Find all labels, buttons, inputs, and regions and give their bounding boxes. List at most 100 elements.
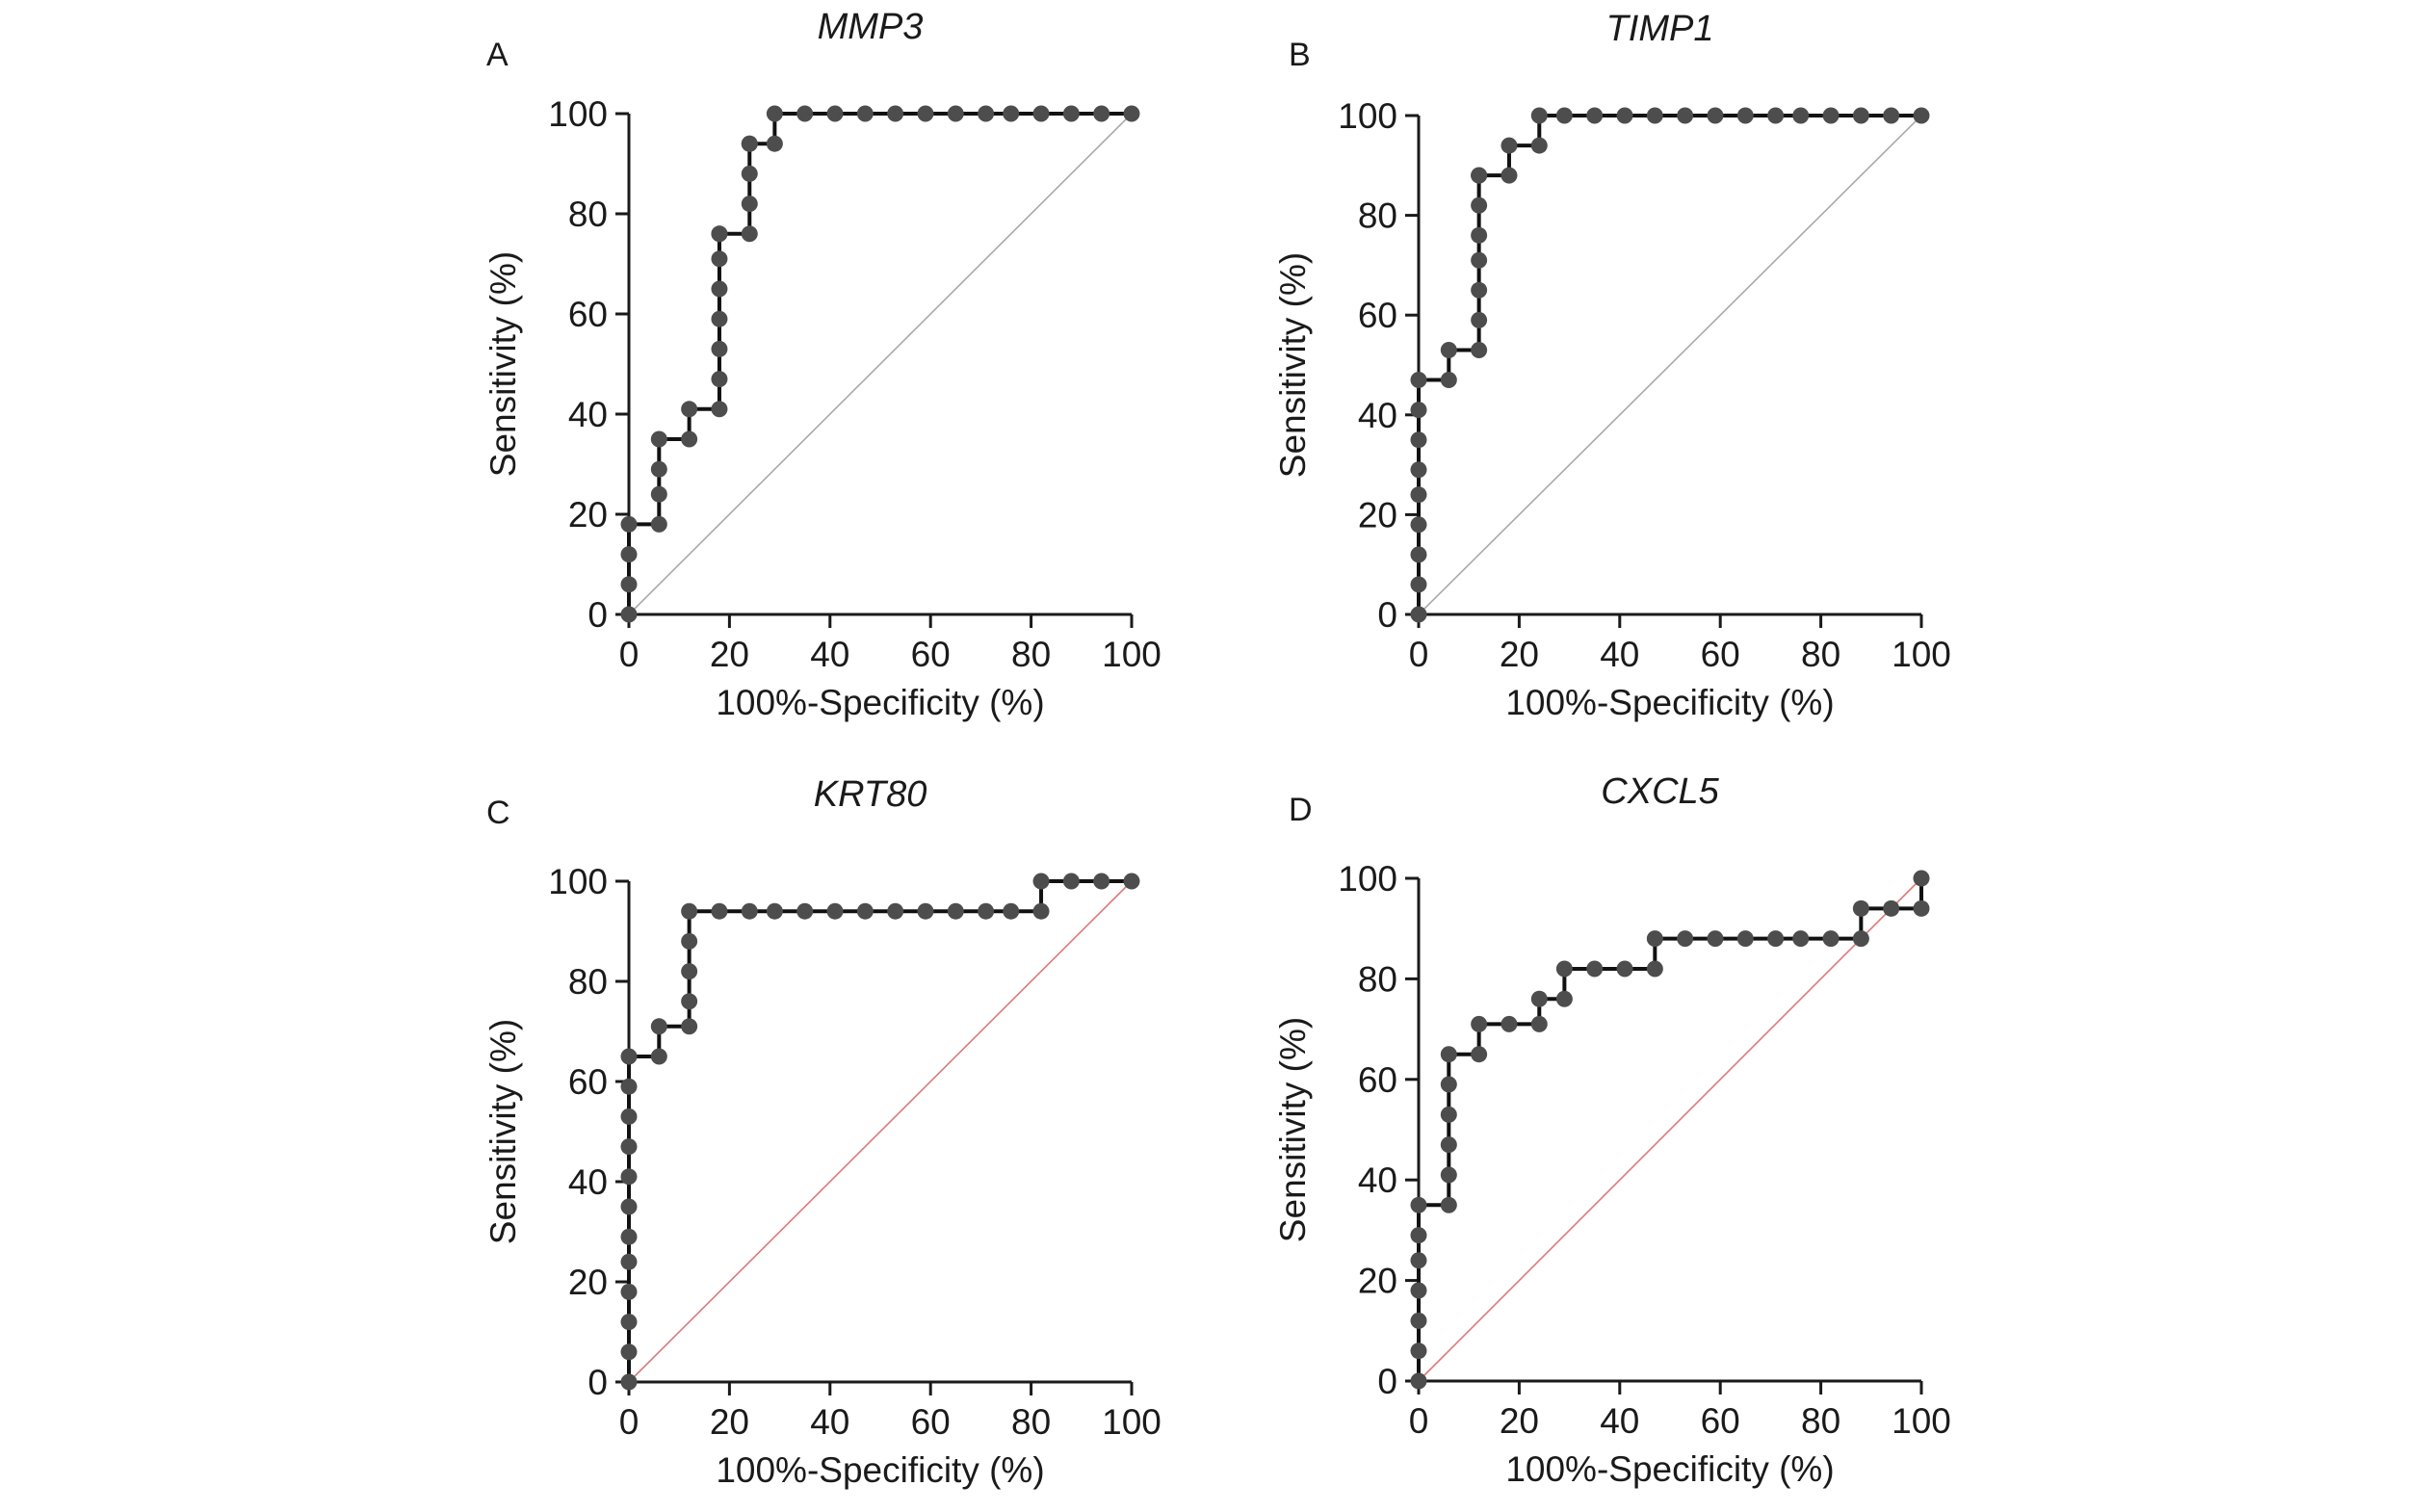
reference-diagonal-line: [1418, 877, 1922, 1382]
y-tick-label: 20: [1358, 1262, 1397, 1301]
roc-panel-c: C KRT80 0 20 40 60 80 100 0 20 40 60 80 100 100%-Speci…: [456, 774, 1189, 1507]
y-tick-label: 60: [568, 1062, 608, 1102]
roc-point: [1555, 960, 1573, 978]
panel-letter: C: [486, 795, 510, 831]
roc-point: [650, 485, 667, 503]
roc-point: [856, 902, 874, 920]
roc-point: [1530, 107, 1548, 124]
chart-title: TIMP1: [1606, 9, 1714, 49]
y-tick-label: 40: [568, 395, 608, 434]
roc-point: [650, 1048, 667, 1065]
x-tick-label: 80: [1801, 635, 1840, 674]
roc-point: [1123, 873, 1140, 890]
roc-chart-svg: D CXCL5 0 20 40 60 80 100 0 20 40 60 80 100 100%-Speci…: [1273, 771, 1951, 1489]
y-tick-label: 100: [1338, 859, 1397, 899]
reference-diagonal-line: [628, 113, 1133, 615]
roc-point: [711, 401, 728, 418]
roc-point: [1471, 226, 1488, 244]
roc-point: [766, 135, 783, 152]
roc-point: [1062, 105, 1080, 122]
roc-point: [620, 576, 638, 593]
panel-letter: A: [486, 37, 509, 73]
y-tick-label: 80: [1358, 196, 1397, 236]
panel-letter: D: [1289, 792, 1313, 828]
roc-point: [1410, 516, 1427, 534]
roc-point: [1913, 870, 1930, 887]
x-axis-label: 100%-Specificity (%): [1505, 1449, 1834, 1489]
x-tick-label: 60: [911, 635, 951, 674]
x-tick-label: 80: [1011, 1402, 1051, 1442]
roc-point: [917, 902, 934, 920]
roc-point: [620, 1343, 638, 1361]
y-tick-label: 100: [548, 862, 608, 901]
x-axis-label: 100%-Specificity (%): [716, 1450, 1044, 1490]
roc-point: [1555, 990, 1573, 1007]
roc-point: [1440, 1106, 1457, 1123]
x-tick-label: 60: [1701, 1401, 1740, 1441]
y-tick-label: 20: [568, 1263, 608, 1302]
roc-point: [887, 105, 904, 122]
roc-point: [681, 993, 698, 1010]
roc-point: [1410, 1282, 1427, 1299]
roc-point: [1586, 107, 1604, 124]
roc-point: [711, 902, 728, 920]
roc-point: [711, 250, 728, 268]
roc-point: [1707, 107, 1724, 124]
roc-point: [711, 280, 728, 298]
roc-point: [681, 963, 698, 980]
roc-point: [1410, 1196, 1427, 1213]
roc-point: [620, 1078, 638, 1095]
roc-point: [826, 902, 844, 920]
roc-point: [1471, 281, 1488, 299]
x-tick-label: 0: [1409, 1401, 1429, 1441]
roc-point: [1586, 960, 1604, 978]
roc-point: [1530, 1015, 1548, 1032]
roc-point: [650, 430, 667, 448]
x-tick-label: 100: [1892, 635, 1951, 674]
x-tick-label: 40: [1600, 1401, 1639, 1441]
roc-point: [1736, 107, 1754, 124]
roc-point: [1440, 341, 1457, 358]
roc-panel-d: D CXCL5 0 20 40 60 80 100 0 20 40 60 80 100 100%-Speci…: [1245, 771, 1979, 1506]
roc-point: [1767, 107, 1785, 124]
roc-point: [620, 1283, 638, 1300]
roc-point: [1410, 372, 1427, 389]
roc-point: [766, 105, 783, 122]
y-tick-label: 20: [568, 495, 608, 534]
roc-point: [1852, 107, 1869, 124]
roc-point: [1471, 341, 1488, 358]
roc-point: [796, 902, 814, 920]
roc-point: [1646, 107, 1663, 124]
roc-point: [741, 902, 758, 920]
panel-letter: B: [1289, 37, 1311, 73]
roc-chart-svg: A MMP3 0 20 40 60 80 100 0 20 40 60 80 100 100%-Specif…: [483, 7, 1161, 722]
x-tick-label: 20: [710, 635, 749, 674]
roc-point: [1440, 1046, 1457, 1063]
roc-point: [1767, 930, 1785, 948]
roc-point: [1883, 899, 1900, 917]
roc-point: [1410, 1343, 1427, 1360]
roc-point: [1410, 431, 1427, 449]
x-tick-label: 60: [911, 1402, 951, 1442]
roc-point: [1471, 1046, 1488, 1063]
y-axis-label: Sensitivity (%): [483, 251, 523, 477]
roc-point: [620, 1108, 638, 1125]
roc-point: [650, 1018, 667, 1035]
roc-point: [1792, 930, 1810, 948]
roc-point: [1616, 107, 1633, 124]
roc-point: [1410, 1227, 1427, 1244]
roc-point: [1440, 1196, 1457, 1213]
roc-point: [741, 225, 758, 243]
roc-point: [1410, 461, 1427, 479]
roc-point: [1440, 1076, 1457, 1093]
reference-diagonal-line: [1418, 115, 1922, 615]
roc-point: [917, 105, 934, 122]
roc-point: [1093, 873, 1110, 890]
roc-point: [650, 515, 667, 533]
roc-point: [1530, 137, 1548, 154]
roc-point: [1032, 873, 1050, 890]
roc-point: [1852, 899, 1869, 917]
roc-point: [1410, 606, 1427, 623]
x-tick-label: 20: [1500, 635, 1539, 674]
roc-point: [1677, 107, 1694, 124]
